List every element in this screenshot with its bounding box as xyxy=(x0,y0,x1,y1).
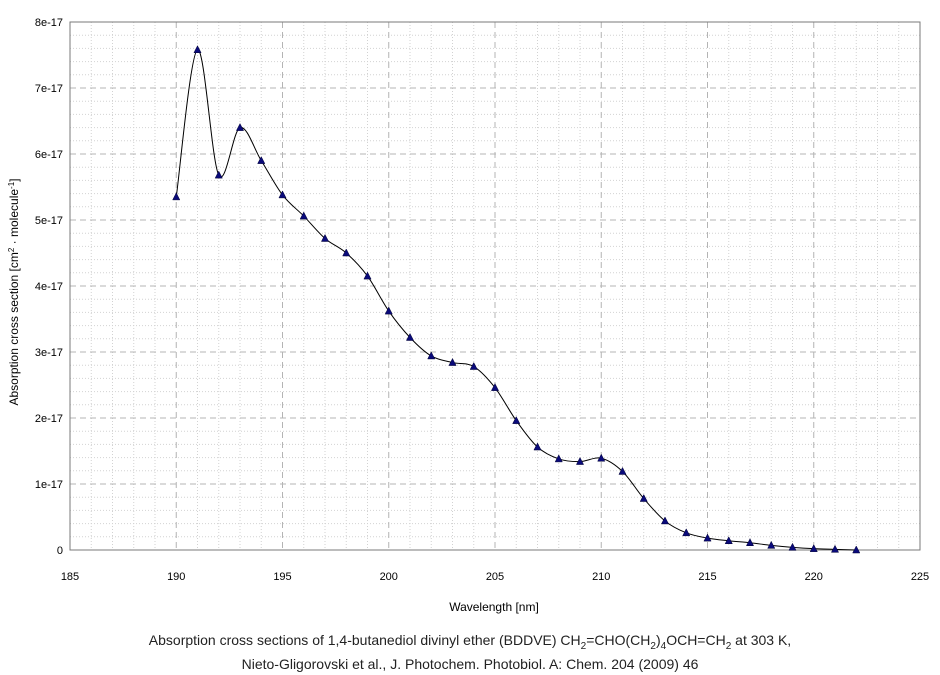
y-axis-title-sup-a: 2 xyxy=(7,247,16,252)
x-tick-label: 195 xyxy=(273,571,291,583)
y-axis-title-part-a: Absorption cross section [cm xyxy=(7,252,21,405)
caption-subscript: 2 xyxy=(580,640,587,652)
data-point-marker xyxy=(172,192,181,201)
data-point-marker xyxy=(427,351,436,360)
y-tick-label: 5e-17 xyxy=(35,215,63,227)
data-point-marker xyxy=(384,306,393,315)
data-point-marker xyxy=(703,533,712,542)
data-point-marker xyxy=(533,442,542,451)
y-tick-label: 0 xyxy=(57,545,63,557)
data-point-marker xyxy=(193,45,202,53)
x-axis-title: Wavelength [nm] xyxy=(449,600,539,614)
caption-text: ) xyxy=(655,632,661,648)
data-point-marker xyxy=(320,233,330,242)
data-point-marker xyxy=(469,361,478,370)
data-point-marker xyxy=(575,457,585,465)
data-point-marker xyxy=(682,528,691,537)
y-tick-label: 6e-17 xyxy=(35,149,63,161)
caption-text: at 303 K, xyxy=(731,632,792,648)
caption-subscript: 2 xyxy=(725,640,732,652)
data-point-marker xyxy=(363,271,372,280)
y-tick-label: 8e-17 xyxy=(35,17,63,29)
plot-frame xyxy=(69,21,921,551)
data-point-marker xyxy=(745,538,755,546)
data-point-marker xyxy=(852,545,861,554)
data-point-marker xyxy=(214,170,223,179)
caption-text: Absorption cross sections of 1,4-butaned… xyxy=(148,632,581,648)
y-tick-label: 2e-17 xyxy=(35,413,63,425)
x-tick-label: 190 xyxy=(167,571,185,583)
x-tick-label: 210 xyxy=(592,571,610,583)
data-point-marker xyxy=(342,248,351,257)
x-tick-label: 185 xyxy=(61,571,79,583)
data-point-marker xyxy=(257,156,266,164)
series-line xyxy=(175,49,857,551)
x-tick-labels: 185 190 195 200 205 210 215 220 225 xyxy=(61,571,929,583)
caption-text: OCH=CH xyxy=(666,632,726,648)
data-point-marker xyxy=(405,332,415,341)
x-tick-label: 200 xyxy=(380,571,398,583)
data-point-marker xyxy=(830,544,840,553)
caption-subscript: 2 xyxy=(650,640,656,652)
x-tick-label: 225 xyxy=(911,571,929,583)
data-point-marker xyxy=(788,542,797,551)
data-point-marker xyxy=(639,493,648,502)
y-axis-title-part-b: · molecule xyxy=(7,189,21,248)
y-axis-title-sup-b: -1 xyxy=(7,181,16,189)
y-axis-title-part-c: ] xyxy=(7,178,21,181)
data-point-marker xyxy=(490,383,500,391)
y-tick-label: 4e-17 xyxy=(35,281,63,293)
data-point-marker xyxy=(448,358,457,366)
series-markers xyxy=(172,45,861,554)
y-axis-title: Absorption cross section [cm2 · molecule… xyxy=(7,178,22,405)
data-point-marker xyxy=(618,466,627,475)
x-tick-label: 220 xyxy=(805,571,823,583)
y-tick-label: 1e-17 xyxy=(35,479,63,491)
y-tick-labels: 0 1e-17 2e-17 3e-17 4e-17 5e-17 6e-17 7e-17 8e-1… xyxy=(35,17,63,557)
data-point-marker xyxy=(660,516,670,525)
y-tick-label: 7e-17 xyxy=(35,83,63,95)
data-point-marker xyxy=(767,540,776,549)
minor-grid xyxy=(70,22,920,550)
x-tick-label: 205 xyxy=(486,571,504,583)
data-point-marker xyxy=(724,536,733,545)
caption-text: =CHO(CH xyxy=(586,632,651,648)
x-tick-label: 215 xyxy=(698,571,716,583)
data-point-marker xyxy=(235,123,245,131)
caption-line-1: Absorption cross sections of 1,4-butaned… xyxy=(0,632,940,652)
chart: 185 190 195 200 205 210 215 220 225 0 1e-17 2e-17 3… xyxy=(7,17,930,614)
caption-subscript: 4 xyxy=(660,640,667,652)
data-point-marker xyxy=(597,453,606,462)
data-point-marker xyxy=(299,211,308,220)
data-point-marker xyxy=(809,544,818,552)
data-point-marker xyxy=(278,190,287,199)
y-tick-label: 3e-17 xyxy=(35,347,63,359)
data-point-marker xyxy=(554,454,563,463)
caption-line-2: Nieto-Gligorovski et al., J. Photochem. … xyxy=(241,656,699,672)
data-point-marker xyxy=(512,416,521,424)
